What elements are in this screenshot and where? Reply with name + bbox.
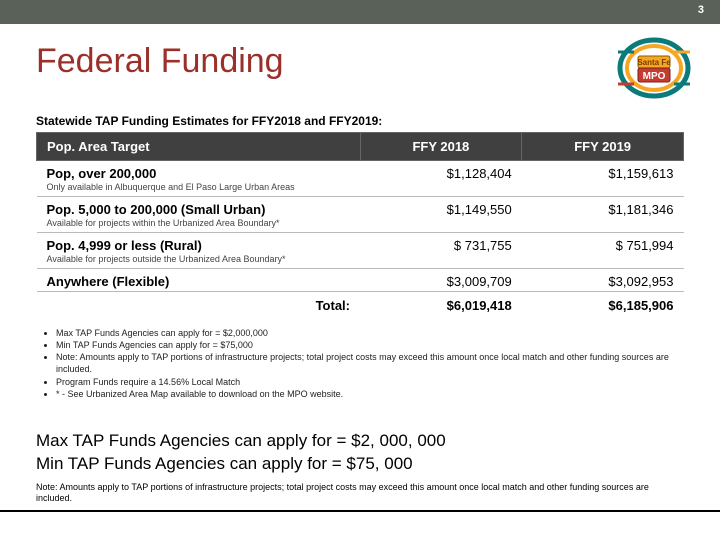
row-label-cell: Pop, over 200,000Only available in Albuq… (37, 161, 361, 197)
table-row: Pop. 4,999 or less (Rural)Available for … (37, 233, 684, 269)
row-label: Anywhere (Flexible) (47, 274, 170, 289)
row-ffy2018: $3,009,709 (360, 269, 522, 292)
total-ffy2018: $6,019,418 (360, 292, 522, 320)
row-label-cell: Pop. 5,000 to 200,000 (Small Urban)Avail… (37, 197, 361, 233)
santa-fe-mpo-logo-icon: Santa Fe MPO (612, 36, 696, 100)
page-number: 3 (698, 4, 704, 16)
svg-text:MPO: MPO (643, 71, 666, 82)
row-ffy2019: $3,092,953 (522, 269, 684, 292)
row-sublabel: Available for projects outside the Urban… (47, 253, 351, 266)
row-ffy2019: $1,159,613 (522, 161, 684, 197)
list-item: Program Funds require a 14.56% Local Mat… (56, 376, 684, 388)
table-row: Pop. 5,000 to 200,000 (Small Urban)Avail… (37, 197, 684, 233)
col-header-ffy2019: FFY 2019 (522, 133, 684, 161)
list-item: Note: Amounts apply to TAP portions of i… (56, 351, 684, 375)
total-label: Total: (37, 292, 361, 320)
row-label-cell: Anywhere (Flexible) (37, 269, 361, 292)
row-ffy2018: $1,149,550 (360, 197, 522, 233)
footnote: Note: Amounts apply to TAP portions of i… (0, 478, 720, 513)
total-ffy2019: $6,185,906 (522, 292, 684, 320)
row-ffy2019: $1,181,346 (522, 197, 684, 233)
table-row: Pop, over 200,000Only available in Albuq… (37, 161, 684, 197)
summary-line-min: Min TAP Funds Agencies can apply for = $… (36, 453, 684, 476)
table-header-row: Pop. Area Target FFY 2018 FFY 2019 (37, 133, 684, 161)
table-total-row: Total: $6,019,418 $6,185,906 (37, 292, 684, 320)
row-ffy2019: $ 751,994 (522, 233, 684, 269)
page-title: Federal Funding (36, 42, 612, 81)
funding-table: Pop. Area Target FFY 2018 FFY 2019 Pop, … (36, 132, 684, 319)
row-label: Pop. 5,000 to 200,000 (Small Urban) (47, 202, 266, 217)
col-header-target: Pop. Area Target (37, 133, 361, 161)
list-item: Min TAP Funds Agencies can apply for = $… (56, 339, 684, 351)
list-item: Max TAP Funds Agencies can apply for = $… (56, 327, 684, 339)
svg-text:Santa Fe: Santa Fe (637, 58, 671, 67)
col-header-ffy2018: FFY 2018 (360, 133, 522, 161)
row-label: Pop, over 200,000 (47, 166, 157, 181)
table-row: Anywhere (Flexible) $3,009,709$3,092,953 (37, 269, 684, 292)
table-caption: Statewide TAP Funding Estimates for FFY2… (0, 108, 720, 132)
row-label-cell: Pop. 4,999 or less (Rural)Available for … (37, 233, 361, 269)
notes-bullets: Max TAP Funds Agencies can apply for = $… (56, 327, 684, 400)
row-label: Pop. 4,999 or less (Rural) (47, 238, 202, 253)
summary-block: Max TAP Funds Agencies can apply for = $… (0, 400, 720, 478)
row-ffy2018: $1,128,404 (360, 161, 522, 197)
top-bar: 3 (0, 0, 720, 24)
row-sublabel: Only available in Albuquerque and El Pas… (47, 181, 351, 194)
row-sublabel: Available for projects within the Urbani… (47, 217, 351, 230)
list-item: * - See Urbanized Area Map available to … (56, 388, 684, 400)
header-row: Federal Funding Santa Fe MPO (0, 24, 720, 108)
summary-line-max: Max TAP Funds Agencies can apply for = $… (36, 430, 684, 453)
row-ffy2018: $ 731,755 (360, 233, 522, 269)
